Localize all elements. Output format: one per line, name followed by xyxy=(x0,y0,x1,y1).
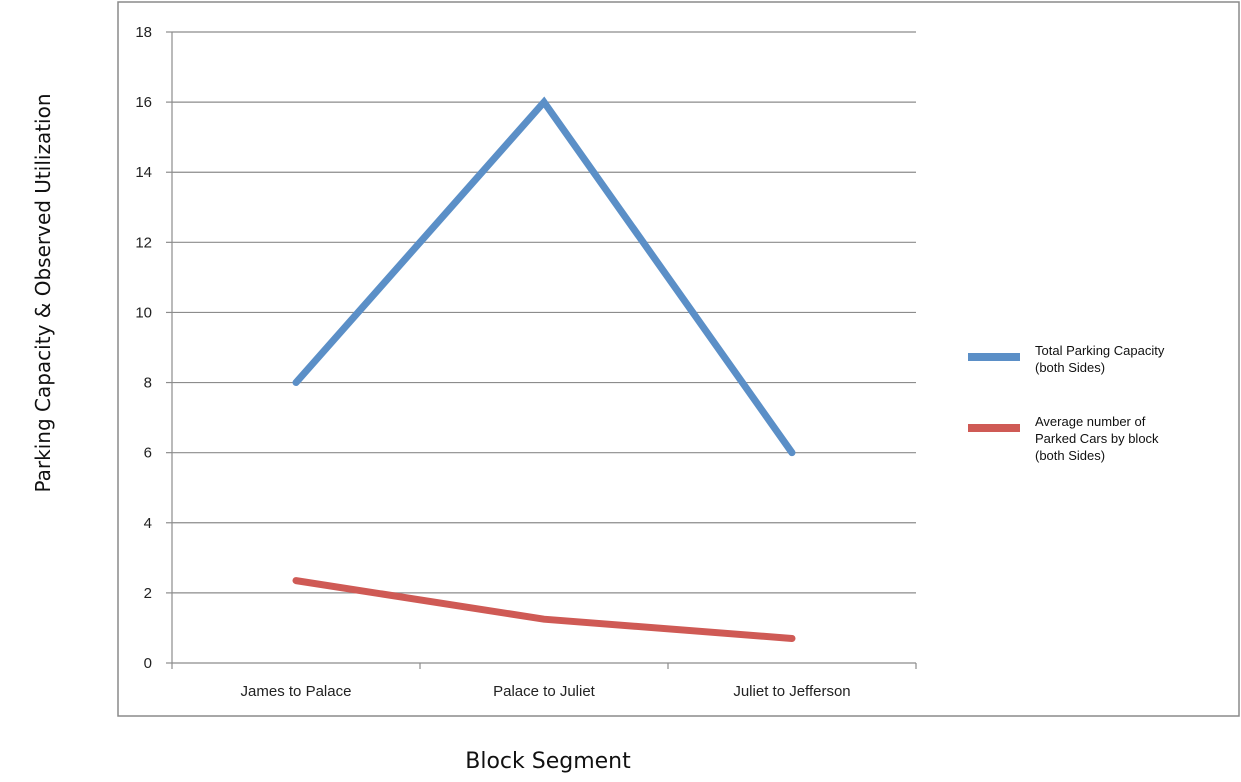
axes xyxy=(166,31,917,669)
legend: Total Parking Capacity (both Sides) Averag… xyxy=(968,343,1165,463)
y-tick-label: 16 xyxy=(135,94,152,111)
x-tick-label: Juliet to Jefferson xyxy=(733,683,850,700)
y-tick-label: 12 xyxy=(135,234,152,251)
series-lines xyxy=(292,96,796,642)
x-tick-label: Palace to Juliet xyxy=(493,683,596,700)
y-tick-label: 0 xyxy=(144,655,152,672)
y-tick-label: 4 xyxy=(144,515,152,532)
x-tick-label: James to Palace xyxy=(241,683,352,700)
y-axis-label: Parking Capacity & Observed Utilization xyxy=(31,93,55,492)
y-tick-label: 18 xyxy=(135,24,152,41)
y-tick-label: 8 xyxy=(144,375,152,392)
series-line-1 xyxy=(292,96,796,457)
x-axis-label: Block Segment xyxy=(465,749,631,774)
chart-frame xyxy=(117,1,1240,717)
y-tick-label: 10 xyxy=(135,304,152,321)
y-tick-labels: 0 2 4 6 8 10 12 14 16 18 xyxy=(135,24,152,672)
y-tick-label: 2 xyxy=(144,585,152,602)
legend-entry-label: Total Parking Capacity (both Sides) xyxy=(1035,343,1165,375)
series-line-2 xyxy=(292,577,796,642)
x-tick-labels: James to Palace Palace to Juliet Juliet to… xyxy=(241,683,851,700)
y-tick-label: 6 xyxy=(144,445,152,462)
y-tick-label: 14 xyxy=(135,164,152,181)
legend-entry-label: Average number of Parked Cars by block (bo… xyxy=(1035,414,1159,463)
legend-swatch xyxy=(968,424,1020,432)
legend-swatch xyxy=(968,353,1020,361)
